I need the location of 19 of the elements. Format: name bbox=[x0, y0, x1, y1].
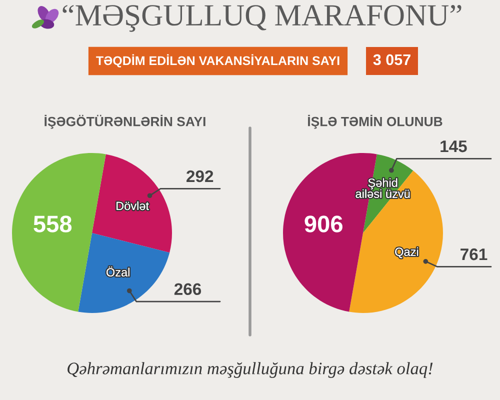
pie-slice bbox=[12, 153, 106, 312]
pie-slice bbox=[92, 154, 172, 253]
chart-title: İŞLƏ TƏMİN OLUNUB bbox=[308, 114, 442, 129]
text: 3 057 bbox=[373, 54, 410, 66]
data-label: 906 bbox=[304, 216, 342, 232]
text: TƏQDİM EDİLƏN VAKANSİYALARIN SAYI bbox=[96, 54, 340, 68]
slice-label: Dövlət bbox=[116, 201, 149, 210]
chart-title: İŞƏGÖTÜRƏNLƏRİN SAYI bbox=[44, 114, 206, 129]
data-label: 145 bbox=[440, 140, 467, 152]
text: Qəhrəmanlarımızın məşğulluğuna birgə dəstək olaq! bbox=[68, 362, 433, 378]
pie-slice bbox=[349, 170, 443, 313]
slice-label: Qazi bbox=[395, 247, 418, 258]
pie-slice bbox=[78, 233, 170, 313]
text: “MƏŞGULLUQ MARAFONU” bbox=[62, 4, 462, 32]
data-label: 266 bbox=[174, 283, 202, 296]
data-label: 558 bbox=[34, 216, 72, 232]
slice-label: Özal bbox=[106, 266, 130, 276]
data-label: 761 bbox=[460, 248, 488, 260]
data-label: 292 bbox=[186, 170, 214, 182]
